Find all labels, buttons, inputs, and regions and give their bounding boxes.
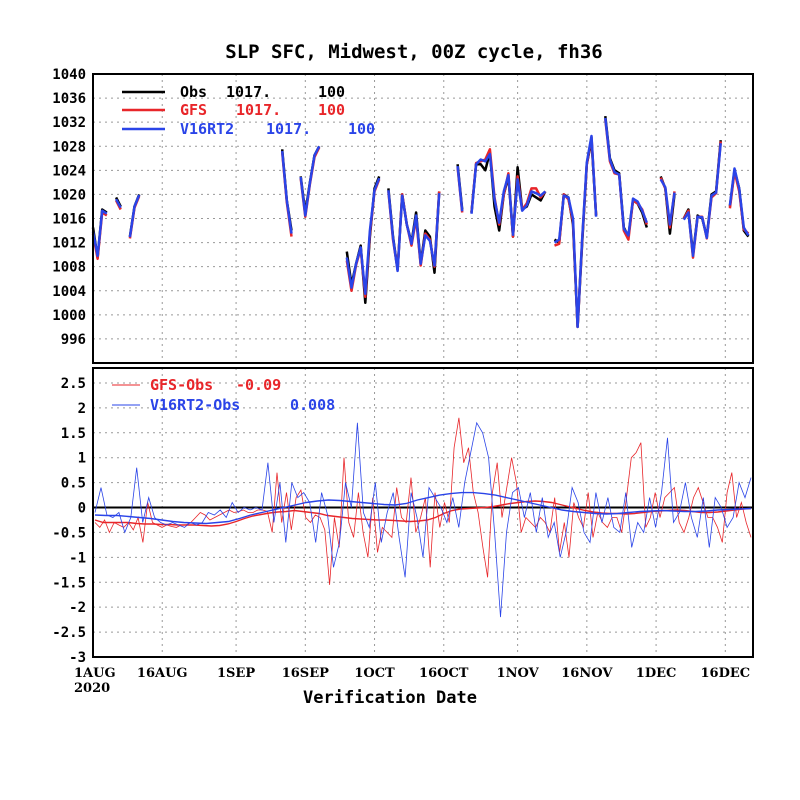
legend-mean-v16rt2-obs: 0.008 bbox=[290, 396, 335, 414]
legend-label-v16rt2: V16RT2 bbox=[180, 120, 234, 138]
series-line-v16rt2 bbox=[604, 117, 648, 237]
lower-y-tick-label: -2 bbox=[69, 600, 86, 616]
lower-y-tick-label: 1 bbox=[78, 451, 86, 467]
x-tick-label: 1DEC bbox=[636, 666, 677, 681]
series-line-v16rt2 bbox=[387, 190, 441, 273]
upper-y-tick-label: 1016 bbox=[52, 212, 86, 228]
x-tick-label: 1SEP bbox=[217, 666, 255, 681]
legend-mean-gfs: 1017. bbox=[236, 101, 281, 119]
upper-y-tick-label: 1012 bbox=[52, 236, 86, 252]
series-line-v16rt2 bbox=[345, 177, 381, 296]
upper-y-tick-label: 996 bbox=[61, 332, 86, 348]
legend-count-v16rt2: 100 bbox=[348, 120, 375, 138]
series-line-v16rt2 bbox=[728, 167, 750, 237]
upper-y-tick-label: 1040 bbox=[52, 67, 86, 83]
lower-y-tick-label: -1 bbox=[69, 550, 86, 566]
legend-mean-obs: 1017. bbox=[226, 83, 271, 101]
series-line-v16rt2 bbox=[128, 194, 141, 238]
legend-mean-v16rt2: 1017. bbox=[266, 120, 311, 138]
upper-y-tick-label: 1004 bbox=[52, 284, 86, 300]
legend-mean-gfs-obs: -0.09 bbox=[236, 376, 281, 394]
legend-label-v16rt2-obs: V16RT2-Obs bbox=[150, 396, 240, 414]
series-line-v16rt2 bbox=[470, 152, 547, 237]
x-tick-label: 16OCT bbox=[419, 666, 469, 681]
x-tick-label: 16AUG bbox=[137, 666, 188, 681]
upper-y-tick-label: 1020 bbox=[52, 187, 86, 203]
lower-y-tick-label: 0 bbox=[78, 501, 86, 517]
series-line-v16rt2 bbox=[659, 178, 676, 226]
upper-y-tick-label: 1000 bbox=[52, 308, 86, 324]
legend-count-obs: 100 bbox=[318, 83, 345, 101]
lower-y-tick-label: 2.5 bbox=[61, 376, 86, 392]
lower-y-tick-label: -3 bbox=[69, 650, 86, 666]
x-tick-label: 1OCT bbox=[354, 666, 395, 681]
upper-plot-frame bbox=[92, 73, 754, 364]
upper-y-tick-label: 1028 bbox=[52, 139, 86, 155]
lower-y-tick-label: 2 bbox=[78, 401, 86, 417]
x-tick-label: 16SEP bbox=[282, 666, 329, 681]
lower-y-tick-label: -0.5 bbox=[52, 525, 86, 541]
series-line-v16rt2 bbox=[115, 198, 122, 209]
x-tick-label: 16DEC bbox=[700, 666, 750, 681]
legend-label-obs: Obs bbox=[180, 83, 207, 101]
lower-y-tick-label: 0.5 bbox=[61, 476, 86, 492]
running-mean-line-gfs-obs bbox=[94, 500, 752, 527]
upper-y-tick-label: 1008 bbox=[52, 260, 86, 276]
lower-y-tick-label: -1.5 bbox=[52, 575, 86, 591]
series-line-v16rt2 bbox=[280, 150, 293, 234]
x-tick-label: 1NOV bbox=[497, 666, 540, 681]
upper-y-tick-label: 1032 bbox=[52, 115, 86, 131]
upper-y-tick-label: 1036 bbox=[52, 91, 86, 107]
upper-legend: Obs 1017. 100 GFS 1017. 100 V16RT2 1017.… bbox=[122, 83, 375, 138]
x-tick-label: 16NOV bbox=[561, 666, 613, 681]
chart-title: SLP SFC, Midwest, 00Z cycle, fh36 bbox=[225, 41, 603, 63]
lower-legend: GFS-Obs -0.09 V16RT2-Obs 0.008 bbox=[112, 376, 335, 414]
series-line-v16rt2 bbox=[682, 143, 722, 258]
series-line-v16rt2 bbox=[553, 134, 598, 329]
series-line-v16rt2 bbox=[299, 145, 321, 217]
lower-y-tick-label: 1.5 bbox=[61, 426, 86, 442]
running-mean-line-v16rt2-obs bbox=[94, 491, 752, 525]
series-line-v16rt2 bbox=[91, 209, 108, 258]
x-axis-label: Verification Date bbox=[303, 688, 477, 708]
diff-line-v16rt2-obs bbox=[94, 421, 752, 618]
diff-line-gfs-obs bbox=[94, 417, 752, 585]
legend-count-gfs: 100 bbox=[318, 101, 345, 119]
series-line-v16rt2 bbox=[456, 165, 464, 212]
upper-y-tick-label: 1024 bbox=[52, 163, 86, 179]
x-year-label: 2020 bbox=[74, 681, 110, 696]
legend-label-gfs: GFS bbox=[180, 101, 207, 119]
lower-plot-frame bbox=[92, 367, 754, 658]
legend-label-gfs-obs: GFS-Obs bbox=[150, 376, 213, 394]
lower-y-tick-label: -2.5 bbox=[52, 625, 86, 641]
x-tick-label: 1AUG bbox=[74, 666, 116, 681]
